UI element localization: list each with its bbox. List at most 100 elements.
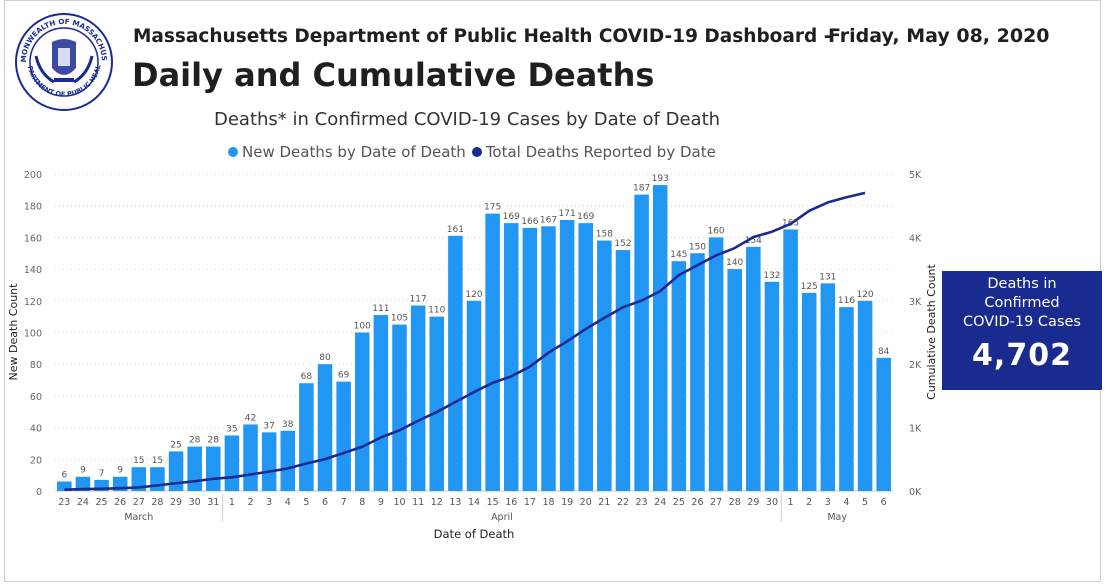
x-tick-label: 10 <box>393 497 405 508</box>
bar-series <box>57 185 891 492</box>
x-tick-label: 30 <box>189 497 201 508</box>
x-tick-label: 14 <box>468 497 480 508</box>
bar <box>746 246 761 491</box>
x-tick-label: 4 <box>285 497 291 508</box>
x-tick-label: 3 <box>266 497 272 508</box>
chart-legend: New Deaths by Date of Death Total Deaths… <box>228 143 722 161</box>
bar-value-label: 140 <box>726 258 743 268</box>
bar <box>801 292 817 491</box>
y-axis-right: 0K 1K 2K 3K 4K 5K <box>909 170 922 498</box>
bar <box>299 383 314 491</box>
bar-value-label: 6 <box>61 470 67 480</box>
legend-entry-total-deaths[interactable]: Total Deaths Reported by Date <box>471 143 716 161</box>
bar-value-label: 15 <box>133 456 144 466</box>
bar-value-label: 15 <box>152 456 163 466</box>
bar <box>597 240 612 491</box>
x-tick-label: 25 <box>96 497 108 508</box>
x-tick-label: 3 <box>825 497 831 508</box>
commonwealth-seal-icon: COMMONWEALTH OF MASSACHUSETTS DEPARTMENT… <box>14 12 113 111</box>
bar <box>57 481 72 491</box>
agency-header: Massachusetts Department of Public Healt… <box>133 26 832 47</box>
bar-value-label: 150 <box>689 242 706 252</box>
bar-value-label: 160 <box>707 226 724 236</box>
bar-value-label: 187 <box>633 184 650 194</box>
x-tick-label: 4 <box>843 497 849 508</box>
y2-tick-label: 5K <box>909 170 922 181</box>
bar-value-label: 38 <box>282 420 294 430</box>
bar <box>466 300 482 491</box>
bar <box>224 435 240 491</box>
x-tick-label: 24 <box>77 497 89 508</box>
x-tick-label: 16 <box>505 497 517 508</box>
bar <box>373 315 389 491</box>
bar-value-label: 7 <box>99 469 105 479</box>
y-tick-label: 200 <box>24 170 42 181</box>
bar <box>615 250 631 491</box>
bar-value-label: 9 <box>117 466 123 476</box>
kpi-label: Deaths in Confirmed COVID-19 Cases <box>963 276 1081 330</box>
y2-tick-label: 4K <box>909 233 922 244</box>
bar <box>150 467 165 491</box>
legend-label-total-deaths: Total Deaths Reported by Date <box>485 143 716 161</box>
bar-value-label: 169 <box>503 212 520 222</box>
bar-value-label: 42 <box>245 413 256 423</box>
bar-value-label: 111 <box>372 304 389 314</box>
bar-value-label: 171 <box>559 209 576 219</box>
x-tick-label: 28 <box>729 497 741 508</box>
x-tick-label: 17 <box>524 497 536 508</box>
cumulative-line <box>64 191 866 492</box>
bar <box>634 194 649 492</box>
bar-value-label: 120 <box>856 290 873 300</box>
bar-value-label: 125 <box>801 282 818 292</box>
x-tick-label: 31 <box>207 497 219 508</box>
bar <box>261 432 277 491</box>
bar <box>541 226 556 491</box>
y-tick-label: 140 <box>24 265 42 276</box>
bar-value-label: 175 <box>484 203 501 213</box>
bar <box>94 479 109 491</box>
y2-tick-label: 2K <box>909 360 922 371</box>
x-month-label: March <box>124 512 153 523</box>
bar-value-label: 116 <box>838 296 855 306</box>
x-axis: 23 24 25 26 27 28 29 30 31 1 2 3 4 5 6 7 8 9 10 11 12 13 14 15 1… <box>58 494 887 523</box>
x-tick-label: 26 <box>691 497 703 508</box>
y-tick-label: 100 <box>24 329 42 340</box>
x-tick-label: 5 <box>862 497 868 508</box>
report-date: Friday, May 08, 2020 <box>828 25 1050 47</box>
bar <box>522 227 538 491</box>
bar-value-label: 166 <box>521 217 538 227</box>
x-tick-label: 15 <box>487 497 499 508</box>
bar-value-label: 100 <box>354 322 371 332</box>
x-tick-label: 8 <box>359 497 365 508</box>
x-tick-label: 22 <box>617 497 629 508</box>
x-tick-label: 24 <box>654 497 666 508</box>
x-tick-label: 1 <box>229 497 235 508</box>
legend-swatch-bar <box>228 147 238 157</box>
x-tick-label: 12 <box>431 497 443 508</box>
bar-value-label: 80 <box>319 353 331 363</box>
bar <box>708 237 724 491</box>
bar <box>820 283 836 491</box>
x-tick-label: 23 <box>636 497 648 508</box>
x-tick-label: 28 <box>151 497 163 508</box>
x-tick-label: 2 <box>806 497 812 508</box>
bar-value-label: 84 <box>878 347 890 357</box>
y-tick-label: 180 <box>24 202 42 213</box>
y2-tick-label: 1K <box>909 424 922 435</box>
bar <box>168 451 184 491</box>
x-tick-label: 19 <box>561 497 573 508</box>
legend-entry-new-deaths[interactable]: New Deaths by Date of Death <box>228 143 466 161</box>
bar <box>652 185 668 491</box>
bar-value-label: 117 <box>410 295 427 305</box>
x-tick-label: 29 <box>170 497 182 508</box>
bar <box>336 381 351 491</box>
x-tick-label: 30 <box>766 497 778 508</box>
bar-value-label: 28 <box>208 436 220 446</box>
bar-value-label: 152 <box>614 239 631 249</box>
x-tick-label: 23 <box>58 497 70 508</box>
y2-tick-label: 0K <box>909 487 922 498</box>
bar <box>503 223 519 491</box>
bar-value-label: 69 <box>338 371 350 381</box>
bar <box>392 324 407 491</box>
legend-swatch-line <box>471 147 482 157</box>
